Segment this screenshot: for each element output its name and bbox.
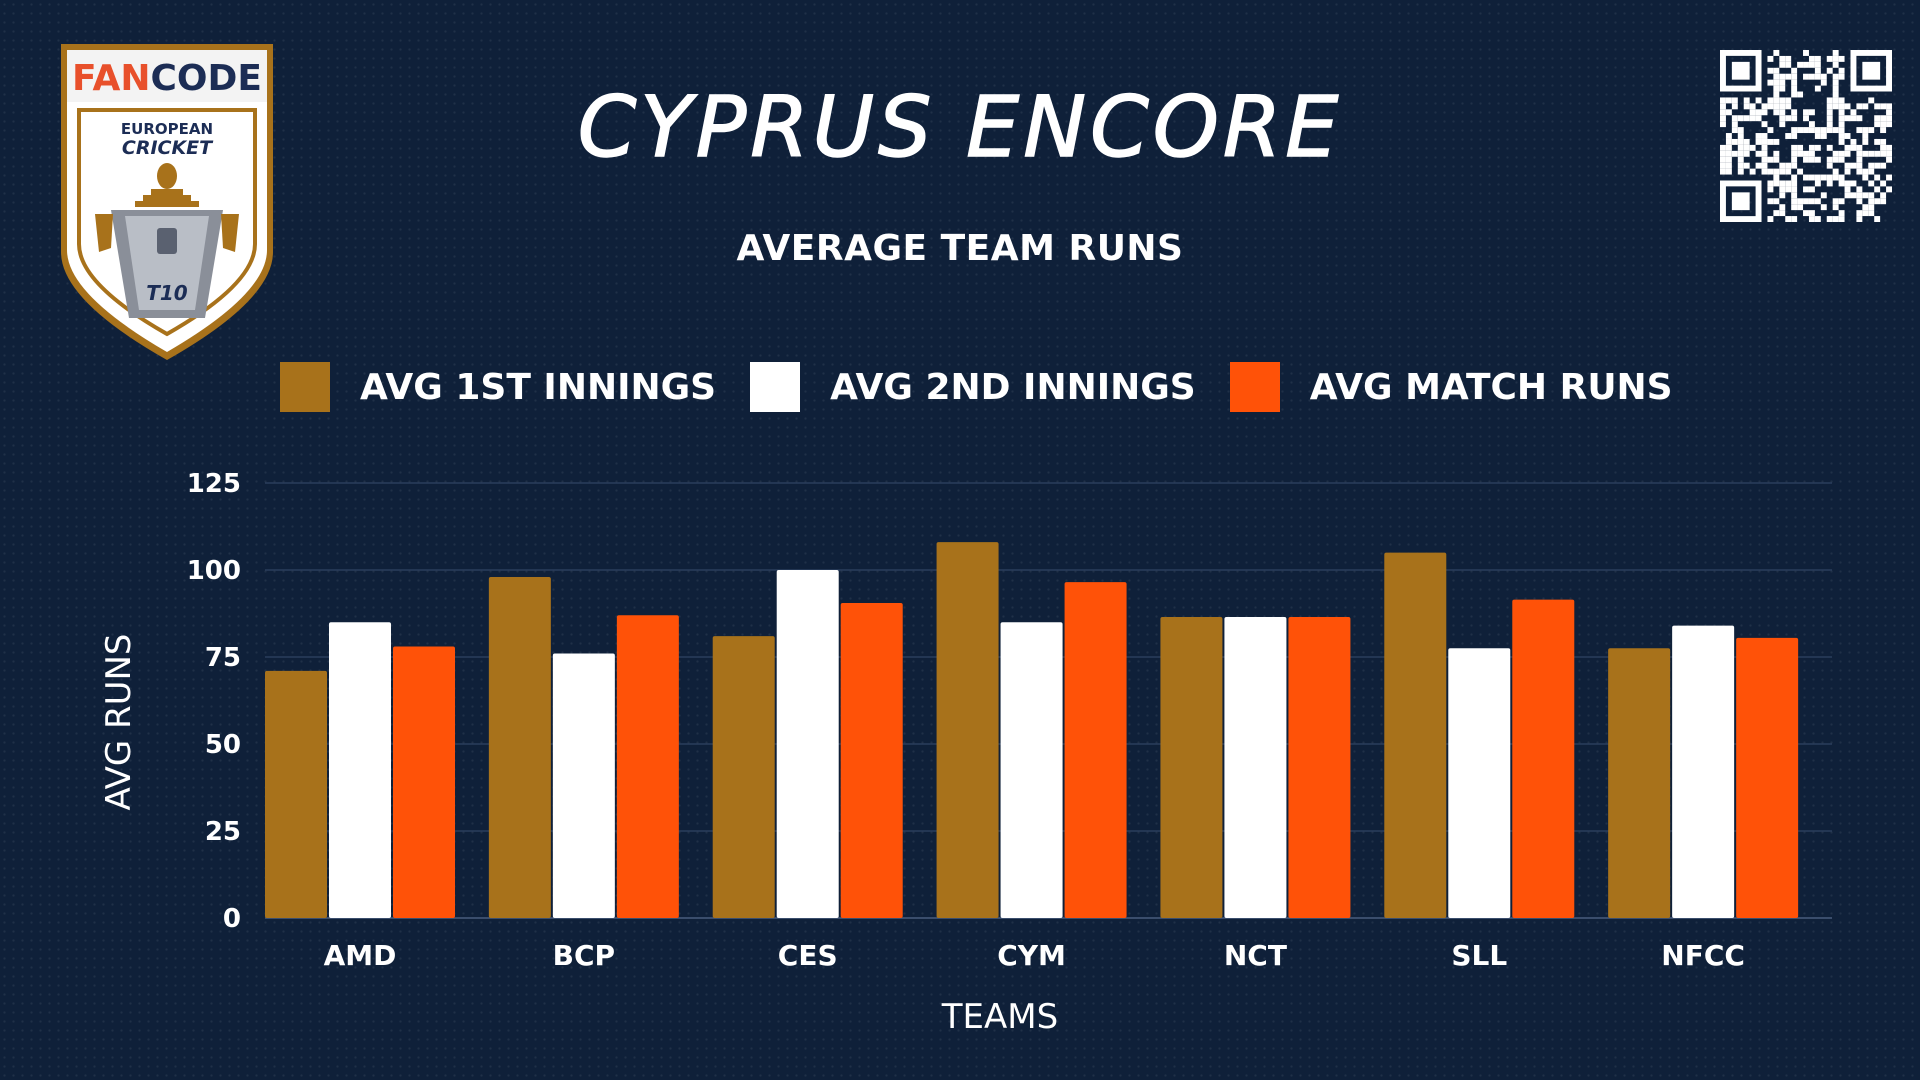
qr-code-icon: [1720, 50, 1892, 222]
x-tick-label: SLL: [1451, 939, 1507, 972]
bar: [265, 670, 327, 918]
bar: [1512, 599, 1575, 918]
bar: [1736, 637, 1799, 918]
bar: [1160, 616, 1223, 918]
x-axis-categories: AMD BCP CES CYM NCT SLL NFCC: [324, 939, 1745, 972]
chart-legend: AVG 1ST INNINGS AVG 2ND INNINGS AVG MATC…: [280, 362, 1760, 412]
legend-item-2nd-innings: AVG 2ND INNINGS: [750, 362, 1196, 412]
bar: [712, 636, 775, 918]
bar: [1224, 616, 1287, 918]
x-axis-title: TEAMS: [941, 997, 1058, 1037]
bar: [1064, 582, 1127, 918]
bar: [329, 622, 391, 918]
bar: [1608, 648, 1671, 918]
legend-label: AVG MATCH RUNS: [1309, 366, 1673, 408]
svg-text:FANCODE: FANCODE: [72, 58, 262, 99]
x-tick-label: NFCC: [1661, 939, 1745, 972]
y-tick-label: 75: [205, 643, 241, 673]
legend-label: AVG 1ST INNINGS: [360, 366, 717, 408]
y-tick-label: 50: [205, 730, 241, 760]
y-tick-label: 125: [187, 469, 241, 499]
bar: [776, 570, 839, 918]
logo-brand-fan: FAN: [72, 58, 150, 99]
x-tick-label: CES: [778, 939, 838, 972]
page-title: CYPRUS ENCORE: [577, 77, 1343, 177]
legend-item-1st-innings: AVG 1ST INNINGS: [280, 362, 716, 412]
legend-item-match-runs: AVG MATCH RUNS: [1229, 362, 1673, 412]
x-tick-label: CYM: [997, 939, 1066, 972]
chart-subtitle: AVERAGE TEAM RUNS: [736, 228, 1184, 269]
x-tick-label: AMD: [324, 939, 397, 972]
chart-bars: [265, 542, 1799, 918]
y-tick-label: 25: [205, 817, 241, 847]
bar: [840, 603, 903, 918]
bar: [1384, 552, 1447, 918]
y-tick-label: 0: [223, 904, 241, 934]
y-axis-ticks: 0 25 50 75 100 125: [187, 469, 241, 934]
legend-swatch-1st-innings: [280, 362, 330, 412]
logo-line2: CRICKET: [122, 137, 214, 159]
logo-brand-code: CODE: [150, 58, 262, 99]
bar: [552, 653, 615, 918]
bar: [936, 542, 999, 918]
bar: [488, 576, 551, 918]
bar: [1288, 616, 1351, 918]
bar: [1448, 648, 1511, 918]
x-tick-label: NCT: [1224, 939, 1287, 972]
legend-swatch-2nd-innings: [750, 362, 801, 412]
legend-swatch-match-runs: [1229, 362, 1280, 412]
logo-badge: T10: [146, 281, 188, 305]
legend-label: AVG 2ND INNINGS: [830, 366, 1196, 408]
bar: [1672, 625, 1735, 918]
y-axis-title: AVG RUNS: [99, 633, 139, 810]
bar: [393, 646, 455, 918]
bar: [1000, 622, 1063, 918]
bar: [616, 615, 679, 918]
fancode-european-cricket-logo: FANCODE EUROPEAN CRICKET T10: [61, 44, 273, 360]
y-tick-label: 100: [187, 556, 241, 586]
cricket-ball-icon: [157, 163, 177, 189]
x-tick-label: BCP: [553, 939, 615, 972]
logo-line1: EUROPEAN: [121, 120, 213, 138]
